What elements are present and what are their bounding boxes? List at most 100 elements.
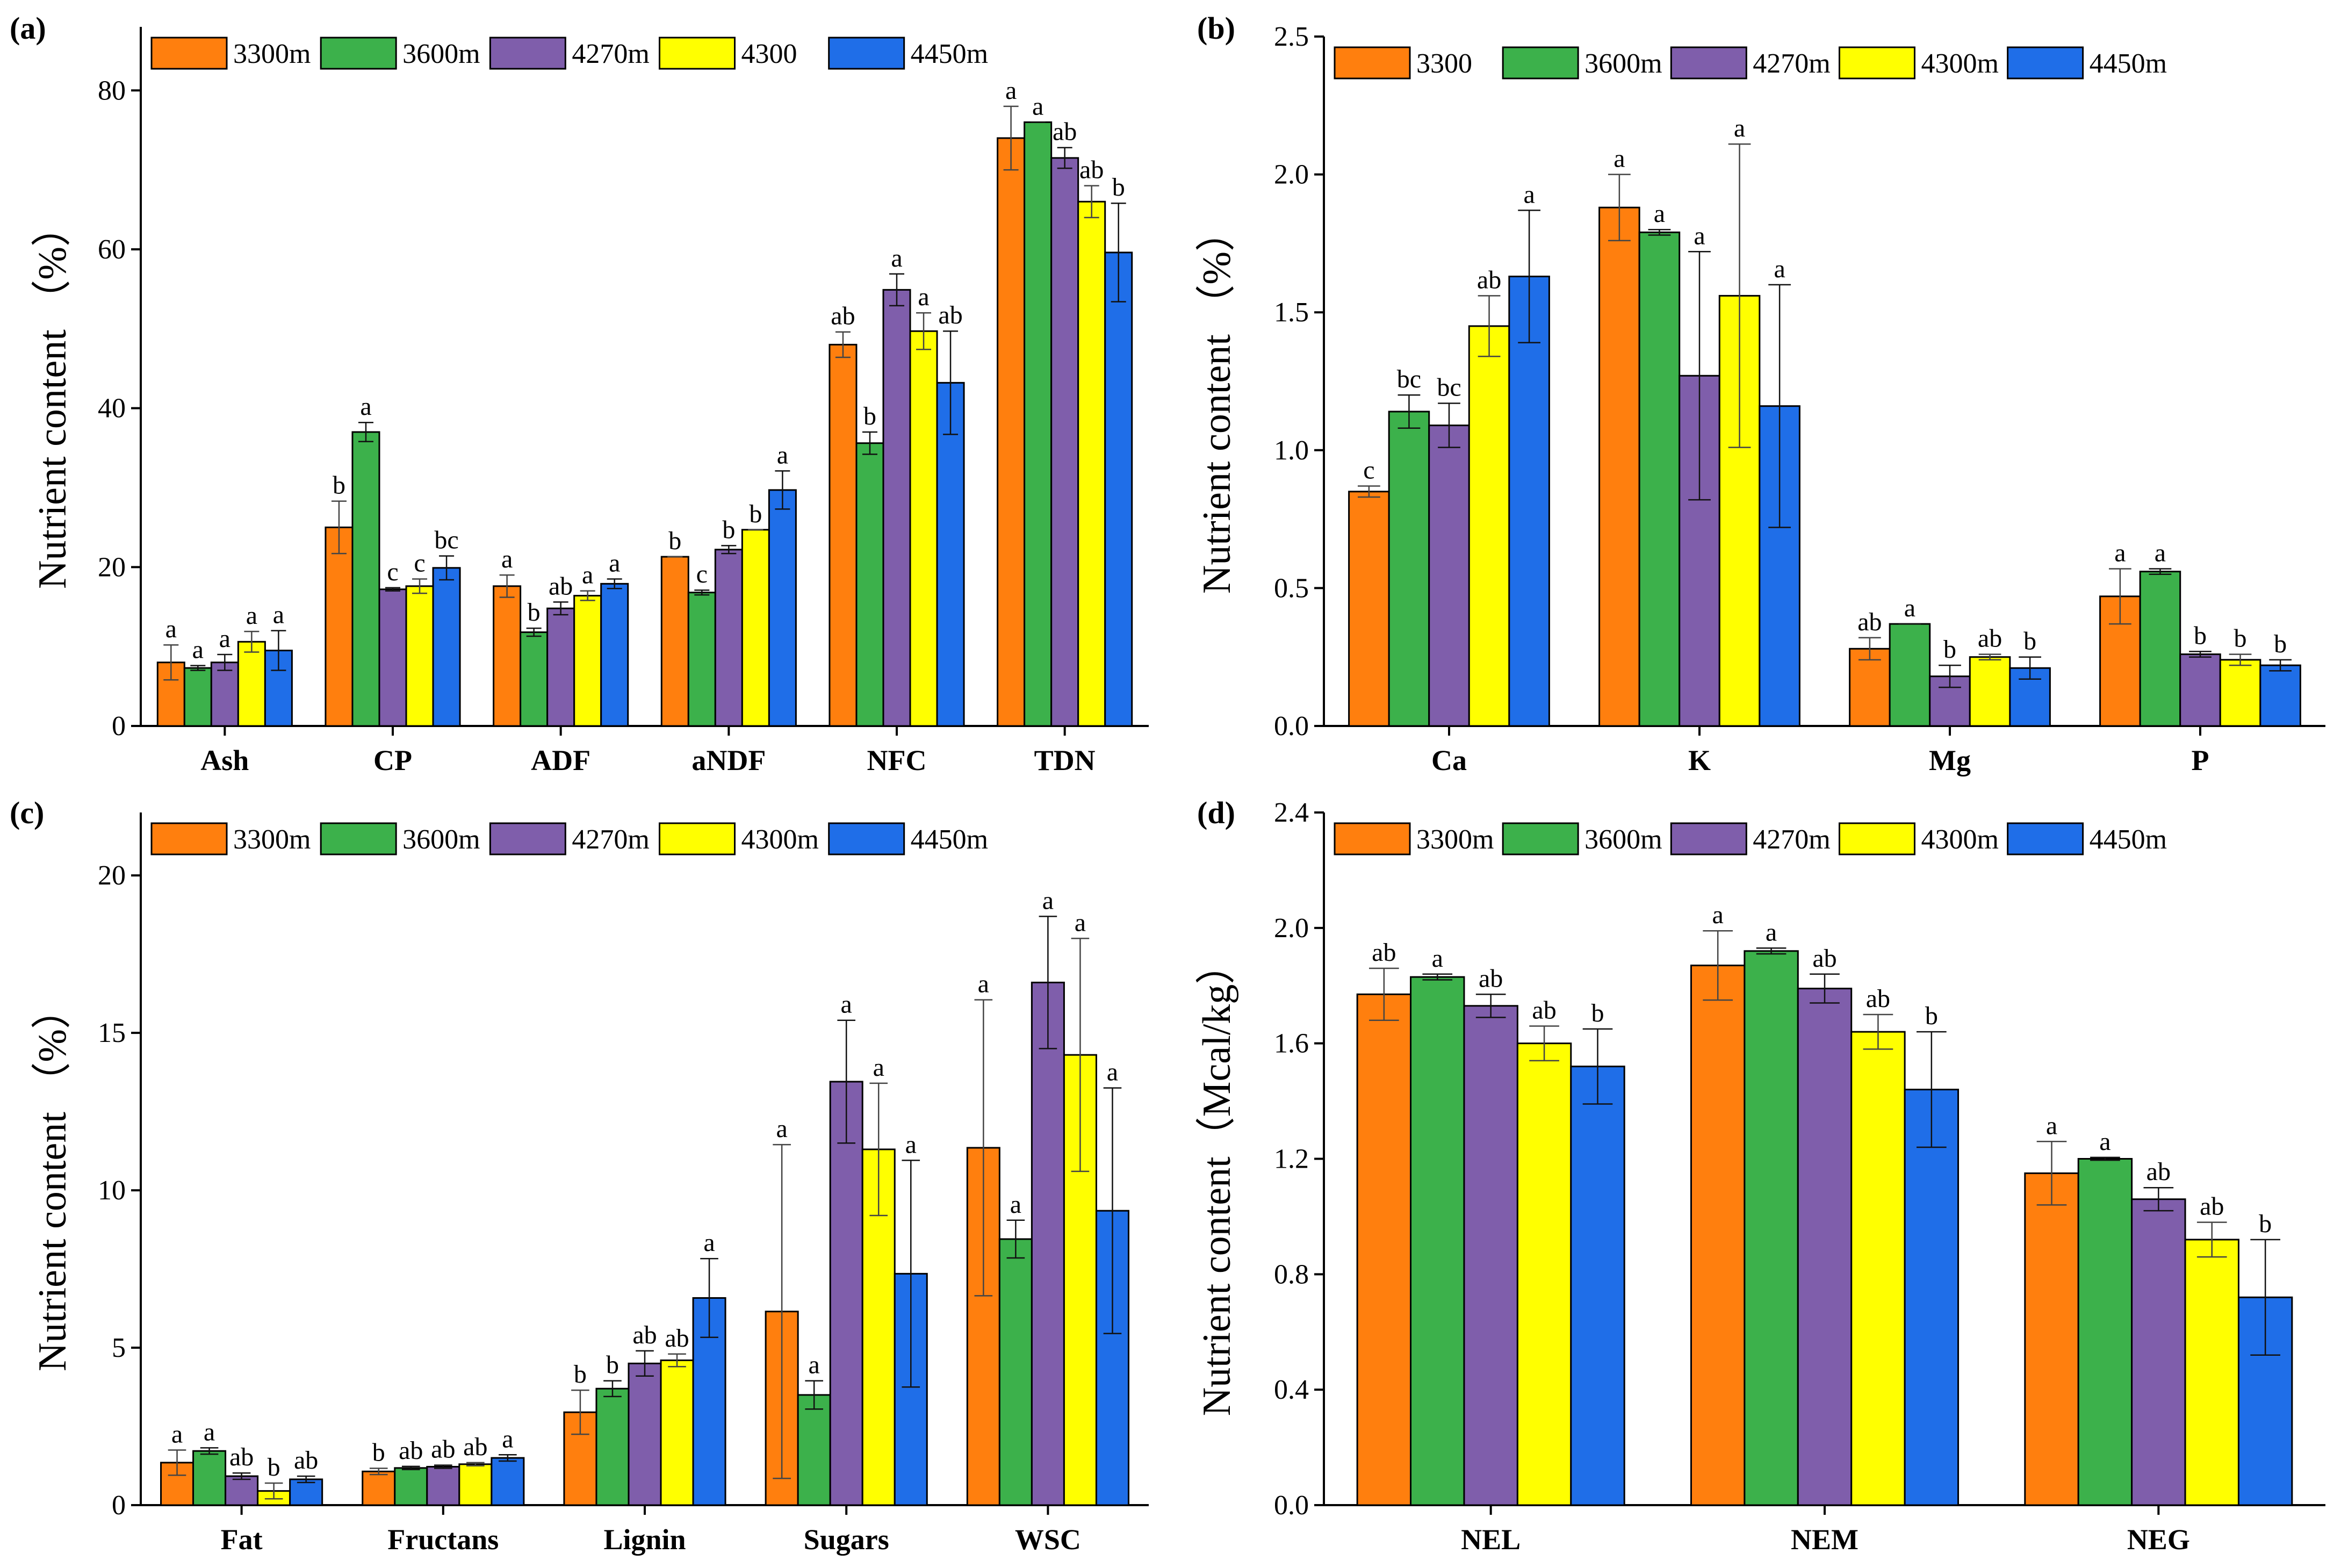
y-axis-title: Nutrient content （%） [31, 989, 75, 1371]
significance-label: a [1107, 1058, 1118, 1087]
significance-label: b [2274, 630, 2287, 658]
y-tick-label: 80 [98, 75, 126, 106]
legend-label: 3600m [402, 824, 480, 855]
bar [829, 1081, 863, 1506]
significance-label: a [1032, 92, 1043, 120]
significance-label: a [192, 636, 204, 664]
bar [237, 641, 266, 727]
bar [394, 1467, 428, 1506]
significance-label: ab [1532, 996, 1556, 1024]
significance-label: ab [1857, 608, 1882, 636]
significance-label: b [372, 1438, 385, 1466]
bar [741, 529, 770, 727]
bar [1356, 993, 1412, 1506]
bar [426, 1466, 460, 1506]
bar [997, 137, 1026, 727]
legend-label: 3600m [1584, 824, 1662, 855]
significance-label: ab [1479, 964, 1503, 992]
x-tick-label: Lignin [603, 1523, 686, 1556]
legend-label: 4450m [2090, 48, 2167, 79]
bar [1050, 157, 1079, 727]
significance-label: a [776, 1114, 787, 1143]
bar [855, 442, 884, 727]
significance-label: a [204, 1418, 215, 1446]
legend-swatch [1670, 822, 1747, 855]
bar [1797, 988, 1853, 1506]
significance-label: b [2194, 621, 2207, 650]
bar [1638, 231, 1681, 727]
bar [768, 489, 797, 727]
y-tick-label: 20 [98, 860, 126, 891]
significance-label: b [749, 500, 762, 528]
bar [628, 1362, 662, 1506]
bar [909, 330, 938, 727]
significance-label: c [696, 560, 708, 588]
significance-label: b [2023, 627, 2036, 656]
bar [1077, 200, 1106, 727]
bar [362, 1470, 396, 1506]
significance-label: ab [1372, 938, 1396, 967]
significance-label: a [2155, 538, 2166, 567]
significance-label: ab [831, 302, 855, 330]
significance-label: a [978, 970, 989, 998]
legend-label: 3300m [233, 824, 311, 855]
significance-label: c [414, 549, 425, 577]
legend-label: 4450m [2090, 824, 2167, 855]
significance-label: ab [463, 1433, 487, 1461]
significance-label: bc [1397, 365, 1421, 393]
bar [546, 607, 575, 727]
x-tick-label: WSC [1015, 1523, 1081, 1556]
significance-label: a [1694, 221, 1705, 250]
bar [225, 1475, 259, 1506]
bar [2259, 664, 2301, 727]
legend-swatch [489, 37, 566, 70]
bar [2184, 1239, 2239, 1506]
bar [2139, 571, 2181, 727]
y-tick-label: 0 [112, 1490, 126, 1521]
x-tick-label: Mg [1929, 744, 1971, 776]
significance-label: ab [632, 1321, 657, 1349]
y-tick-label: 0.0 [1274, 711, 1309, 742]
x-tick-label: K [1688, 744, 1711, 776]
legend-label: 4450m [911, 39, 988, 69]
legend-label: 4270m [1753, 824, 1830, 855]
bar [2024, 1172, 2079, 1506]
bar [600, 582, 629, 727]
bar [1428, 425, 1470, 727]
bar [192, 1450, 227, 1506]
significance-label: a [1005, 76, 1017, 105]
y-tick-label: 2.4 [1274, 797, 1309, 828]
bar [1904, 1089, 1960, 1506]
x-tick-label: P [2192, 744, 2209, 776]
legend-swatch [1838, 822, 1915, 855]
significance-label: a [1075, 908, 1086, 937]
significance-label: b [863, 402, 876, 430]
significance-label: a [609, 549, 620, 577]
panel-tag: (d) [1197, 795, 1235, 830]
legend-swatch [1334, 46, 1411, 80]
significance-label: a [891, 244, 902, 272]
legend-label: 3600m [1584, 48, 1662, 79]
significance-label: a [809, 1351, 820, 1379]
panel-tag: (b) [1197, 11, 1235, 46]
x-tick-label: NEL [1461, 1523, 1521, 1556]
legend-label: 3600m [402, 39, 480, 69]
significance-label: a [171, 1420, 183, 1448]
significance-label: a [502, 1425, 513, 1453]
significance-label: a [360, 392, 371, 421]
significance-label: b [1925, 1002, 1938, 1030]
legend-swatch [320, 37, 397, 70]
bar [1508, 275, 1550, 727]
significance-label: ab [1812, 944, 1836, 973]
bar [660, 556, 689, 727]
x-tick-label: NEM [1791, 1523, 1859, 1556]
y-tick-label: 2.5 [1274, 21, 1309, 52]
y-tick-label: 60 [98, 234, 126, 265]
legend-label: 4270m [1753, 48, 1830, 79]
significance-label: b [268, 1453, 280, 1481]
legend-swatch [828, 822, 905, 855]
bar [289, 1478, 323, 1506]
significance-label: a [273, 601, 284, 629]
significance-label: ab [399, 1436, 423, 1465]
